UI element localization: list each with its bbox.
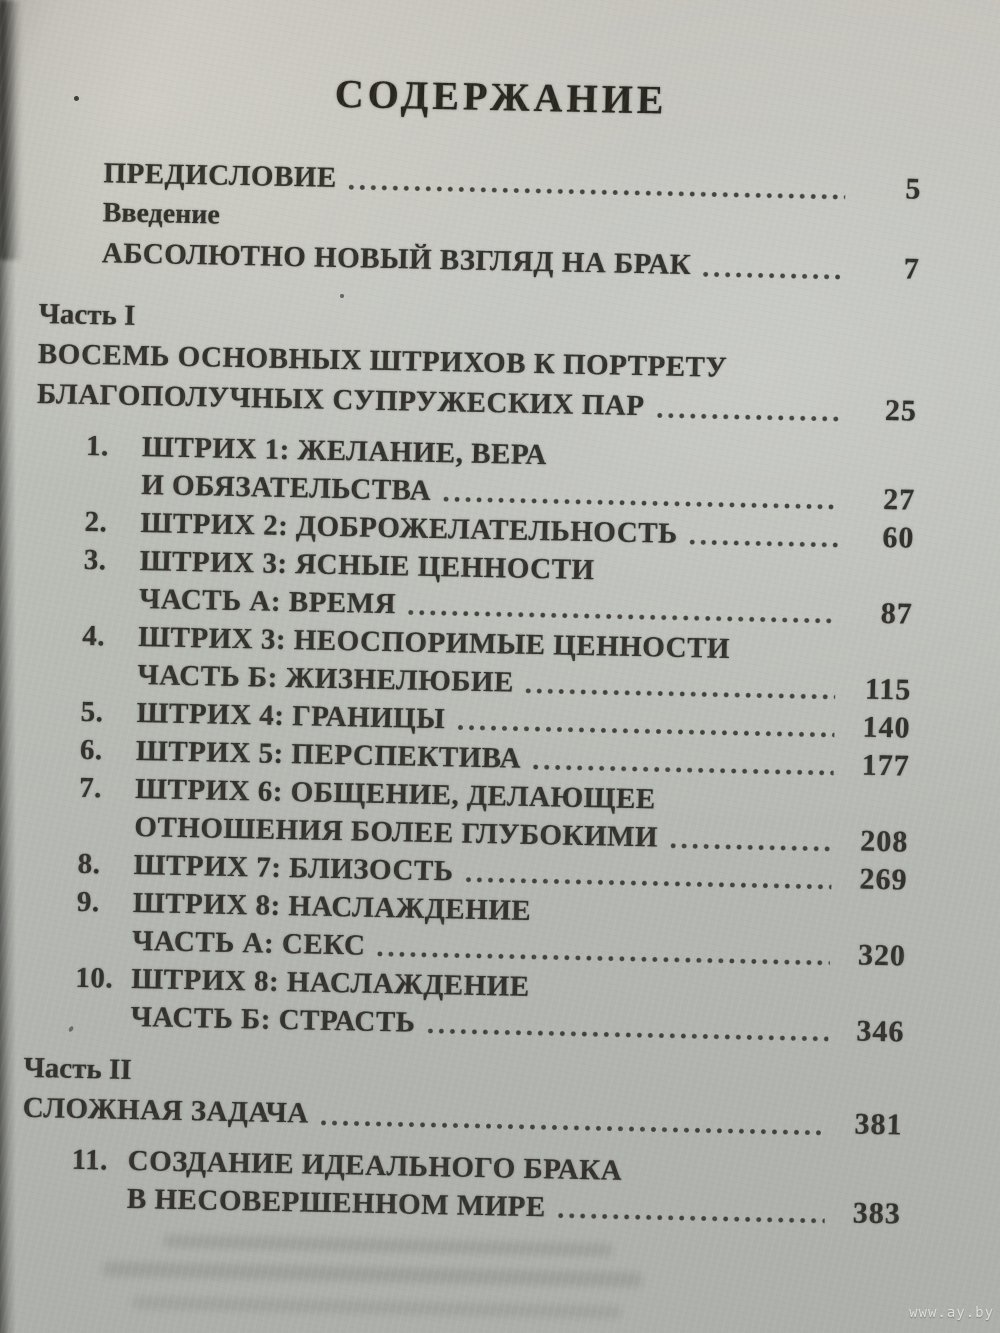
entry-page-number: 27 [882,482,916,517]
entry-number: 3. [83,543,107,577]
entry-page-number: 5 [905,172,922,206]
entry-title: ЧАСТЬ А: СЕКС [131,924,366,962]
entry-page-number: 87 [880,596,914,631]
dot-leader [656,411,841,424]
dot-leader [427,1026,829,1043]
dot-leader [407,608,837,626]
paper-speck [340,294,344,298]
entry-number: 7. [78,771,103,805]
entry-page-number: 115 [864,672,912,707]
entry-title: ЧАСТЬ А: ВРЕМЯ [138,583,397,621]
entry-title: ПРЕДИСЛОВИЕ [103,157,338,194]
entry-title: ШТРИХ 7: БЛИЗОСТЬ [133,848,454,888]
entry-number: 2. [84,505,108,539]
entry-title: И ОБЯЗАТЕЛЬСТВА [140,469,432,507]
entry-title: Введение [102,197,221,231]
entry-number: 9. [76,885,100,919]
dot-leader [320,1118,827,1137]
entry-number: 11. [71,1143,109,1177]
entry-page-number: 25 [884,393,918,428]
dot-leader [465,875,832,891]
entry-number: 5. [80,695,104,729]
table-of-contents: ПРЕДИСЛОВИЕ 5 Введение АБСОЛЮТНО НОВЫЙ В… [21,152,922,1233]
entry-title: Часть II [23,1051,132,1086]
bleed-through-text [162,1234,614,1257]
entry-page-number: 346 [856,1014,905,1049]
entry-page-number: 60 [882,520,915,555]
entry-number: 8. [77,847,101,881]
entry-number: 4. [81,619,106,653]
bleed-through-text [102,1261,643,1288]
page-edge-shadow [0,0,16,1333]
watermark: www.ay.by [909,1305,994,1321]
dot-leader [457,723,835,740]
entry-number: 10. [75,961,114,995]
dot-leader [442,495,840,512]
entry-number: 1. [85,429,110,463]
dot-leader [377,949,830,967]
dot-leader [348,183,846,202]
dot-leader [702,270,844,282]
entry-page-number: 269 [859,862,908,897]
page-edge-shadow-top [0,0,26,260]
entry-title: Часть I [38,297,136,332]
bleed-through-text [131,1296,622,1319]
entry-page-number: 383 [852,1196,902,1231]
entry-page-number: 320 [857,938,907,973]
page-title: СОДЕРЖАНИЕ [334,70,668,123]
entry-title: ШТРИХ 4: ГРАНИЦЫ [136,697,446,736]
entry-page-number: 7 [903,252,921,286]
dot-leader [532,762,834,778]
entry-title: В НЕСОВЕРШЕННОМ МИРЕ [126,1182,547,1224]
entry-title: ЧАСТЬ Б: СТРАСТЬ [130,1000,416,1039]
paper-speck [74,96,79,101]
dot-leader [557,1211,825,1225]
entry-page-number: 177 [861,748,911,783]
entry-page-number: 140 [862,710,911,745]
dot-leader [689,538,839,550]
dot-leader [525,686,836,702]
entry-number: 6. [79,733,104,767]
entry-title: СЛОЖНАЯ ЗАДАЧА [22,1091,310,1130]
dot-leader [669,841,833,853]
entry-page-number: 208 [859,824,909,859]
entry-page-number: 381 [854,1107,903,1142]
